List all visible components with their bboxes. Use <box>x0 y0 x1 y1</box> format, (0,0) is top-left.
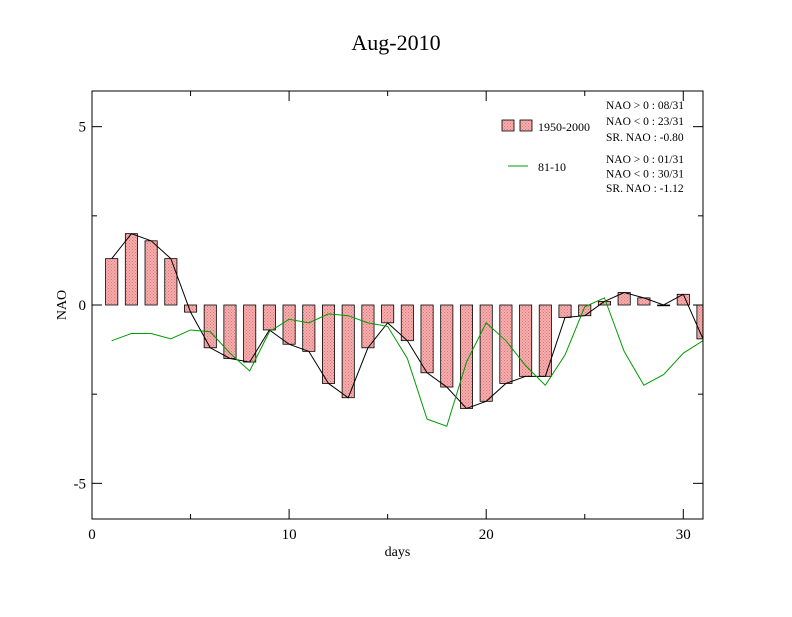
bar-1950-2000 <box>282 304 296 345</box>
legend: 1950-2000 81-10 <box>501 119 590 174</box>
bar-1950-2000 <box>164 258 178 306</box>
bar-1950-2000 <box>243 304 257 363</box>
bar-1950-2000 <box>499 304 513 384</box>
x-tick-label: 20 <box>479 527 494 543</box>
legend-label-81-10: 81-10 <box>538 160 566 174</box>
stat-line: NAO < 0 : 30/31 <box>606 169 684 181</box>
x-tick-label: 0 <box>88 527 96 543</box>
bar-1950-2000 <box>420 304 434 374</box>
legend-swatch-1950-2000 <box>501 119 515 132</box>
bar-1950-2000 <box>361 304 375 349</box>
y-tick-label: 5 <box>79 120 87 136</box>
bar-1950-2000 <box>459 304 473 409</box>
series-line-1950-2000 <box>111 233 703 410</box>
y-tick-label: -5 <box>74 476 87 492</box>
bar-1950-2000 <box>262 304 276 331</box>
bar-1950-2000 <box>105 258 119 306</box>
bar-1950-2000 <box>479 304 493 402</box>
bar-1950-2000 <box>440 304 454 388</box>
bar-1950-2000 <box>223 304 237 359</box>
bar-1950-2000 <box>696 304 703 340</box>
series-line-81-10 <box>111 297 703 427</box>
bar-1950-2000 <box>302 304 316 352</box>
bar-1950-2000 <box>381 304 395 324</box>
stat-line: NAO > 0 : 01/31 <box>606 154 684 166</box>
bar-1950-2000 <box>538 304 552 377</box>
stat-line: SR. NAO : -1.12 <box>606 183 684 195</box>
x-axis-label: days <box>385 545 411 560</box>
stat-line: SR. NAO : -0.80 <box>606 132 684 144</box>
legend-label-1950-2000: 1950-2000 <box>538 120 590 134</box>
x-tick-label: 30 <box>676 527 691 543</box>
bar-1950-2000 <box>322 304 336 384</box>
bar-1950-2000 <box>124 233 138 306</box>
x-tick-label: 10 <box>282 527 297 543</box>
bar-1950-2000 <box>203 304 217 349</box>
stat-line: NAO < 0 : 23/31 <box>606 116 684 128</box>
bar-1950-2000 <box>144 240 158 306</box>
bar-1950-2000 <box>558 304 572 318</box>
bar-1950-2000 <box>341 304 355 399</box>
chart-title: Aug-2010 <box>351 30 440 55</box>
legend-swatch-1950-2000 <box>519 119 533 132</box>
y-axis-label: NAO <box>55 290 70 320</box>
stat-line: NAO > 0 : 08/31 <box>606 100 684 112</box>
bar-1950-2000 <box>400 304 414 342</box>
annotations: NAO > 0 : 08/31 NAO < 0 : 23/31 SR. NAO : … <box>606 100 684 195</box>
y-tick-label: 0 <box>79 298 87 314</box>
